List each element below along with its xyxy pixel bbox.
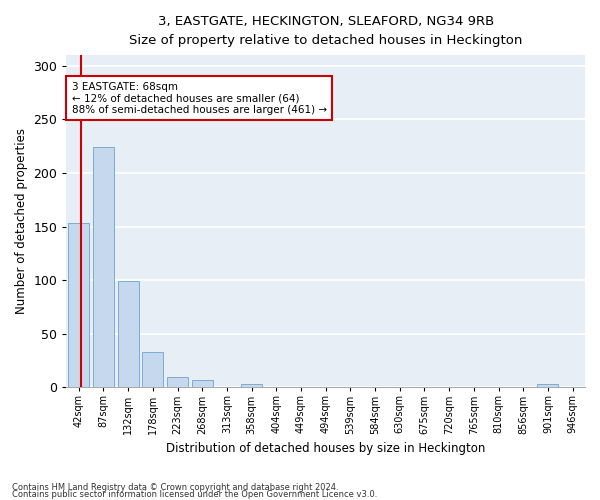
Text: Contains HM Land Registry data © Crown copyright and database right 2024.: Contains HM Land Registry data © Crown c… — [12, 484, 338, 492]
Bar — [142, 352, 163, 388]
Title: 3, EASTGATE, HECKINGTON, SLEAFORD, NG34 9RB
Size of property relative to detache: 3, EASTGATE, HECKINGTON, SLEAFORD, NG34 … — [129, 15, 523, 47]
Bar — [538, 384, 559, 388]
Bar — [93, 148, 114, 388]
X-axis label: Distribution of detached houses by size in Heckington: Distribution of detached houses by size … — [166, 442, 485, 455]
Bar — [167, 376, 188, 388]
Y-axis label: Number of detached properties: Number of detached properties — [15, 128, 28, 314]
Bar — [192, 380, 213, 388]
Text: 3 EASTGATE: 68sqm
← 12% of detached houses are smaller (64)
88% of semi-detached: 3 EASTGATE: 68sqm ← 12% of detached hous… — [71, 82, 327, 115]
Text: Contains public sector information licensed under the Open Government Licence v3: Contains public sector information licen… — [12, 490, 377, 499]
Bar — [241, 384, 262, 388]
Bar — [118, 281, 139, 388]
Bar — [68, 224, 89, 388]
